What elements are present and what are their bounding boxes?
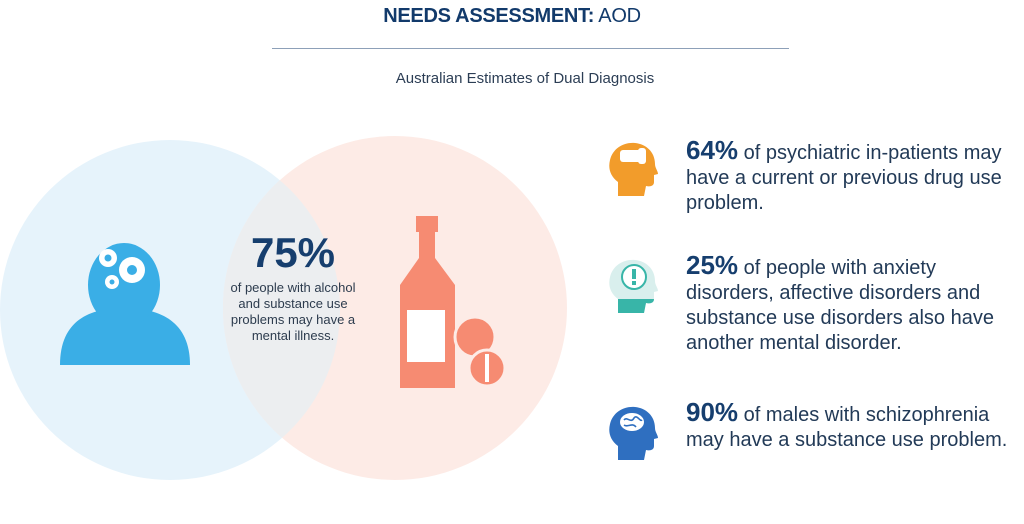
center-description: of people with alcohol and substance use…: [230, 280, 356, 343]
stat-description: of psychiatric in-patients may have a cu…: [686, 142, 1002, 214]
head-hand-icon: [609, 142, 658, 196]
head-alert-icon: [609, 259, 658, 313]
stat-text-schizophrenia: 90% of males with schizophrenia may have…: [686, 397, 1021, 453]
title-bold: NEEDS ASSESSMENT:: [383, 5, 595, 27]
person-gears-icon: [60, 243, 190, 365]
bottle-pills-icon: [400, 216, 507, 388]
stat-text-psychiatric: 64% of psychiatric in-patients may have …: [686, 135, 1021, 216]
center-percent: 75%: [250, 229, 336, 276]
title-light: AOD: [598, 5, 641, 27]
stat-percent: 64%: [686, 135, 739, 165]
stat-percent: 90%: [686, 397, 739, 427]
center-stat: 75% of people with alcohol and substance…: [218, 230, 368, 344]
stat-percent: 25%: [686, 250, 739, 280]
venn-overlap: [223, 140, 340, 480]
page-subtitle: Australian Estimates of Dual Diagnosis: [395, 70, 655, 87]
head-brain-icon: [609, 406, 658, 460]
venn-diagram: [0, 136, 567, 480]
page-title: NEEDS ASSESSMENT: AOD: [0, 5, 1024, 28]
stat-text-anxiety: 25% of people with anxiety disorders, af…: [686, 250, 1021, 356]
stat-description: of people with anxiety disorders, affect…: [686, 257, 994, 354]
title-divider: [272, 48, 789, 49]
stat-description: of males with schizophrenia may have a s…: [686, 404, 1008, 451]
